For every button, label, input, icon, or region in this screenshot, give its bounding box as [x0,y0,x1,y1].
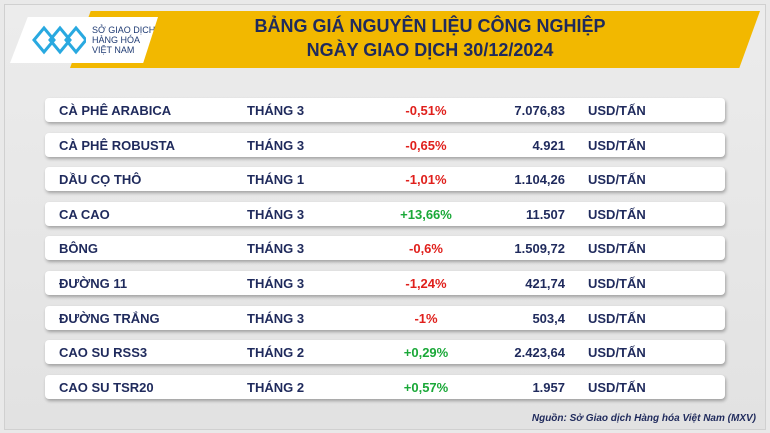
contract-month: THÁNG 3 [247,310,305,326]
source-note: Nguồn: Sở Giao dịch Hàng hóa Việt Nam (M… [531,413,756,424]
contract-month: THÁNG 3 [247,276,305,291]
price-change: +13,66% [400,206,452,222]
unit: USD/TẤN [588,276,646,291]
commodity-name: CÀ PHÊ ARABICA [59,103,172,118]
contract-month: THÁNG 3 [247,241,305,257]
price-change: -0,65% [405,137,447,153]
table-row: ĐƯỜNG TRẮNG THÁNG 3 -1% 503,4 USD/TẤN [45,305,725,330]
unit: USD/TẤN [588,379,646,395]
unit: USD/TẤN [588,345,646,361]
commodity-name: CAO SU RSS3 [59,345,148,361]
price: 421,74 [525,276,565,291]
logo-text-line: SỞ GIAO DỊCH [92,25,156,35]
title-line-2: NGÀY GIAO DỊCH 30/12/2024 [306,40,554,60]
title-line-1: BẢNG GIÁ NGUYÊN LIỆU CÔNG NGHIỆP [254,16,606,36]
unit: USD/TẤN [588,103,646,118]
contract-month: THÁNG 3 [247,103,305,118]
logo-text-line: VIỆT NAM [92,45,135,55]
price-change: -0,51% [405,103,447,118]
price: 11.507 [525,206,565,222]
price: 1.104,26 [514,172,565,188]
logo: SỞ GIAO DỊCH HÀNG HÓA VIỆT NAM [10,17,158,63]
price: 1.957 [532,379,565,395]
commodity-name: ĐƯỜNG TRẮNG [59,310,160,326]
price: 2.423,64 [514,345,565,361]
title-banner [70,11,760,68]
table-row: CAO SU RSS3 THÁNG 2 +0,29% 2.423,64 USD/TẤN [45,340,725,365]
commodity-name: ĐƯỜNG 11 [59,276,128,291]
contract-month: THÁNG 2 [247,345,305,361]
table-row: ĐƯỜNG 11 THÁNG 3 -1,24% 421,74 USD/TẤN [45,271,725,295]
unit: USD/TẤN [588,241,646,257]
price-change: -1% [414,310,438,326]
commodity-name: DẦU CỌ THÔ [59,172,142,188]
price-change: -1,24% [405,276,447,291]
price-change: +0,29% [403,345,449,361]
price-change: -0,6% [409,241,443,257]
price-change: -1,01% [405,172,447,188]
table-row: BÔNG THÁNG 3 -0,6% 1.509,72 USD/TẤN [45,236,725,261]
unit: USD/TẤN [588,137,646,153]
mxv-logo-icon [32,25,86,55]
contract-month: THÁNG 1 [247,172,305,188]
price: 503,4 [532,310,565,326]
table-row: CÀ PHÊ ROBUSTA THÁNG 3 -0,65% 4.921 USD/TẤN [45,132,725,157]
logo-text-line: HÀNG HÓA [92,35,141,45]
table-row: DẦU CỌ THÔ THÁNG 1 -1,01% 1.104,26 USD/TẤN [45,167,725,192]
table-row: CÀ PHÊ ARABICA THÁNG 3 -0,51% 7.076,83 USD/T… [45,98,725,122]
contract-month: THÁNG 3 [247,137,305,153]
unit: USD/TẤN [588,172,646,188]
commodity-name: BÔNG [59,241,98,257]
contract-month: THÁNG 3 [247,206,305,222]
page-title: BẢNG GIÁ NGUYÊN LIỆU CÔNG NGHIỆP NGÀY GI… [160,14,700,62]
contract-month: THÁNG 2 [247,379,305,395]
unit: USD/TẤN [588,206,646,222]
unit: USD/TẤN [588,310,646,326]
price: 4.921 [532,137,565,153]
price-change: +0,57% [403,379,449,395]
table-row: CA CAO THÁNG 3 +13,66% 11.507 USD/TẤN [45,201,725,226]
commodity-name: CA CAO [59,206,110,222]
commodity-name: CAO SU TSR20 [59,379,154,395]
table-row: CAO SU TSR20 THÁNG 2 +0,57% 1.957 USD/TẤN [45,374,725,399]
commodity-name: CÀ PHÊ ROBUSTA [59,137,176,153]
price: 7.076,83 [514,103,565,118]
price: 1.509,72 [514,241,565,257]
